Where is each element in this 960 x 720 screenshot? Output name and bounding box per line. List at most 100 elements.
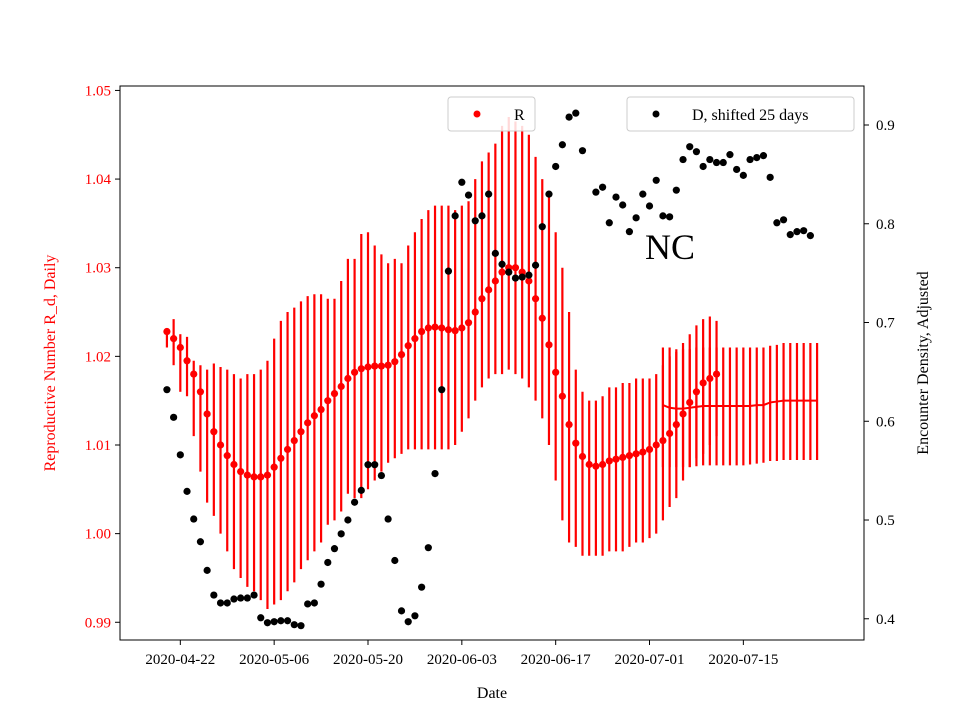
- r-point: [659, 436, 667, 445]
- d-point: [391, 556, 399, 565]
- r-point: [471, 308, 479, 316]
- x-tick-label: 2020-06-17: [521, 652, 591, 668]
- d-point: [310, 599, 318, 607]
- d-point: [572, 109, 580, 117]
- d-point: [418, 583, 426, 591]
- r-point: [371, 362, 379, 370]
- x-tick-label: 2020-07-01: [615, 652, 685, 668]
- r-point: [605, 457, 613, 465]
- r-point: [525, 277, 533, 285]
- r-point: [216, 441, 225, 449]
- d-point: [230, 595, 238, 603]
- d-point: [183, 487, 191, 495]
- r-point: [297, 428, 305, 436]
- d-point: [203, 566, 211, 574]
- r-point: [424, 324, 432, 332]
- d-point: [531, 261, 540, 269]
- d-point: [766, 173, 774, 181]
- right-y-axis: 0.4 0.5 0.6 0.7 0.8 0.9: [864, 118, 895, 628]
- x-tick-label: 2020-06-03: [427, 652, 497, 668]
- d-point: [686, 143, 694, 151]
- r-point: [418, 327, 426, 336]
- d-point: [498, 260, 506, 268]
- right-y-tick-label: 0.9: [876, 118, 895, 134]
- r-point: [625, 452, 634, 460]
- d-point: [478, 212, 486, 220]
- d-point: [578, 147, 587, 155]
- r-point: [652, 441, 660, 449]
- r-point: [230, 460, 238, 469]
- r-point: [344, 374, 352, 383]
- d-point: [605, 219, 613, 227]
- d-point: [592, 188, 600, 196]
- d-point: [424, 544, 432, 552]
- r-point: [692, 388, 701, 396]
- state-annotation: NC: [645, 227, 695, 267]
- d-point: [485, 190, 493, 198]
- d-point: [793, 228, 801, 236]
- d-point: [773, 219, 781, 227]
- r-point: [270, 463, 278, 471]
- d-point: [525, 271, 533, 279]
- left-y-axis-label: Reproductive Number R_d, Daily: [42, 255, 59, 472]
- right-y-axis-label: Encounter Density, Adjusted: [915, 271, 932, 454]
- d-point: [397, 607, 406, 615]
- d-point: [458, 178, 466, 186]
- left-y-axis: 0.99 1.00 1.01 1.02 1.03 1.04 1.05: [85, 83, 120, 631]
- x-tick-label: 2020-04-22: [145, 652, 215, 668]
- d-point: [357, 486, 365, 494]
- d-point: [786, 231, 794, 239]
- d-point: [612, 193, 620, 201]
- r-point: [190, 370, 198, 378]
- d-point: [632, 214, 640, 222]
- d-point: [759, 152, 768, 160]
- d-point: [746, 155, 754, 164]
- d-point: [411, 612, 419, 620]
- d-point: [377, 471, 386, 480]
- d-point: [210, 591, 218, 599]
- d-point: [190, 515, 198, 523]
- r-point: [491, 277, 499, 285]
- legend-r: R: [447, 96, 536, 132]
- d-point: [324, 558, 332, 567]
- r-point: [585, 460, 593, 469]
- left-y-tick-label: 0.99: [85, 615, 111, 631]
- r-point: [672, 421, 680, 429]
- r-point: [431, 323, 439, 331]
- r-point: [592, 462, 600, 470]
- d-point: [471, 217, 479, 225]
- d-point: [672, 186, 680, 194]
- d-point: [659, 212, 667, 220]
- d-point: [692, 148, 701, 156]
- r-point: [498, 268, 506, 276]
- x-tick-label: 2020-05-20: [333, 652, 403, 668]
- d-point: [753, 153, 761, 162]
- r-point: [632, 450, 640, 458]
- d-point: [565, 113, 573, 121]
- legend-d-label: D, shifted 25 days: [692, 107, 808, 124]
- d-point: [257, 614, 265, 622]
- plot-area-frame: [119, 85, 865, 641]
- d-point: [270, 618, 278, 626]
- r-point: [458, 324, 466, 332]
- r-point: [377, 362, 386, 370]
- r-point: [203, 410, 211, 418]
- d-point: [779, 216, 788, 224]
- d-point: [712, 158, 721, 167]
- legend-r-label: R: [514, 107, 525, 124]
- d-point: [330, 545, 339, 553]
- d-point: [337, 530, 345, 538]
- d-point: [371, 461, 379, 469]
- d-point: [679, 155, 687, 164]
- r-point: [357, 365, 365, 373]
- r-point: [565, 421, 573, 429]
- d-point: [344, 516, 352, 524]
- d-point: [625, 228, 634, 236]
- r-point: [290, 436, 298, 445]
- r-point: [170, 335, 178, 343]
- r-point: [612, 455, 620, 463]
- r-point: [572, 439, 580, 447]
- d-point: [290, 621, 298, 629]
- r-point: [257, 473, 265, 481]
- r-point: [706, 374, 714, 383]
